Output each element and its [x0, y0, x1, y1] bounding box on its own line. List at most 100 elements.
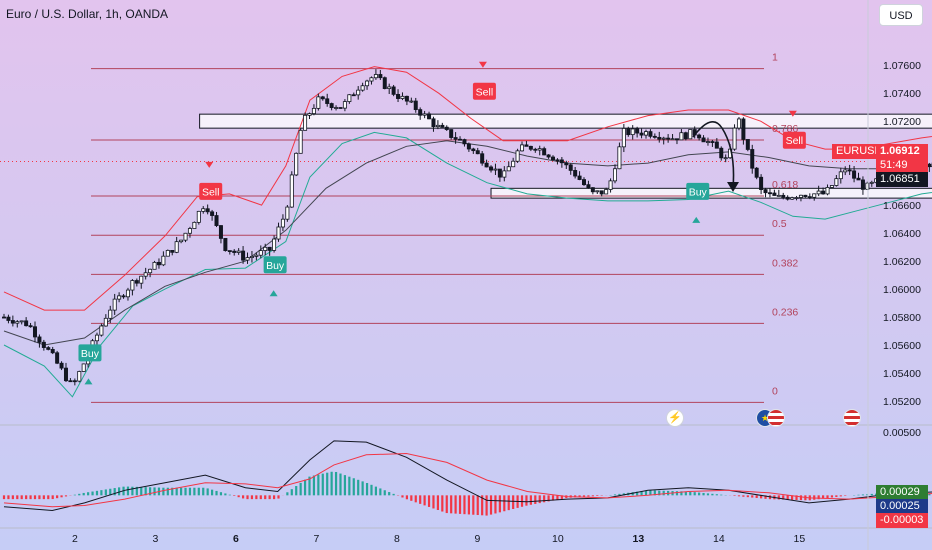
- candle-body: [196, 210, 201, 223]
- candle-body: [227, 250, 232, 252]
- candle-body: [493, 168, 498, 171]
- candle-body: [497, 168, 502, 178]
- candle-body: [697, 134, 702, 139]
- candle-body: [657, 136, 662, 140]
- candle-body: [511, 160, 516, 168]
- currency-button[interactable]: USD: [879, 4, 923, 26]
- candle-body: [192, 221, 197, 229]
- candle-body: [807, 196, 812, 199]
- candle-body: [564, 162, 569, 166]
- lightning-icon[interactable]: ⚡: [666, 409, 684, 427]
- us-flag-icon[interactable]: [843, 409, 861, 427]
- candle-body: [577, 175, 582, 180]
- candle-body: [745, 139, 750, 150]
- candle-body: [72, 380, 77, 383]
- candle-body: [396, 93, 401, 99]
- signal-badge: [199, 182, 223, 200]
- candle-body: [280, 218, 285, 228]
- candle-body: [453, 137, 458, 140]
- sell-signal: Sell: [199, 182, 223, 200]
- candle-body: [732, 127, 737, 150]
- candle-body: [161, 255, 166, 266]
- buy-triangle-marker: [84, 378, 93, 385]
- candle-body: [201, 208, 206, 212]
- us-flag-icon[interactable]: [767, 409, 785, 427]
- candle-body: [520, 144, 525, 152]
- candle-body: [276, 226, 281, 240]
- candle-body: [750, 149, 755, 169]
- macd-tag-line: 0.00025: [876, 499, 928, 514]
- candle-body: [41, 341, 46, 348]
- candle-body: [329, 103, 334, 109]
- candle-body: [590, 187, 595, 193]
- candle-body: [852, 170, 857, 179]
- candle-body: [856, 177, 861, 181]
- candle-body: [754, 167, 759, 178]
- candle-body: [528, 145, 533, 150]
- candle-body: [325, 98, 330, 104]
- fib-level-label: 0: [772, 385, 778, 397]
- candle-body: [462, 139, 467, 145]
- candle-body: [551, 156, 556, 161]
- signal-badge: [686, 182, 710, 200]
- candle-body: [183, 232, 188, 241]
- candle-body: [298, 129, 303, 154]
- macd-tag-hist: -0.00003: [876, 513, 928, 528]
- candle-body: [409, 100, 414, 103]
- candle-body: [812, 193, 817, 198]
- sr-zone: [199, 113, 932, 129]
- candle-body: [249, 255, 254, 258]
- candle-body: [404, 95, 409, 102]
- candle-body: [559, 159, 564, 164]
- candle-body: [241, 250, 246, 261]
- candle-body: [210, 211, 215, 216]
- time-tick-label: 15: [794, 533, 806, 545]
- candle-body: [542, 148, 547, 156]
- buy-signal: Buy: [78, 344, 102, 362]
- projection-arrow: [692, 120, 735, 189]
- buy-signal: Buy: [686, 182, 710, 200]
- candle-body: [103, 317, 108, 327]
- candle-body: [205, 208, 210, 213]
- time-tick-label: 13: [633, 533, 645, 545]
- candle-body: [843, 169, 848, 173]
- macd-line: [3, 440, 932, 512]
- candle-body: [573, 170, 578, 177]
- candle-body: [258, 250, 263, 256]
- macd-tick-label: 0.00500: [883, 427, 921, 439]
- candle-body: [860, 179, 865, 190]
- candle-body: [263, 246, 268, 251]
- candle-body: [81, 363, 86, 372]
- candle-body: [670, 138, 675, 141]
- fib-level-label: 1: [772, 52, 778, 64]
- candle-body: [382, 77, 387, 89]
- candle-body: [108, 309, 113, 319]
- candle-body: [334, 107, 339, 109]
- symbol-tag: EURUSD: [832, 144, 882, 159]
- candle-body: [307, 113, 312, 116]
- candle-body: [546, 154, 551, 158]
- candle-body: [458, 138, 463, 141]
- candle-body: [772, 192, 777, 196]
- candle-body: [829, 185, 834, 188]
- candle-body: [130, 280, 135, 291]
- candle-body: [612, 168, 617, 182]
- signal-badge: [263, 256, 287, 274]
- projection-arrow-head: [727, 182, 739, 192]
- candle-body: [466, 143, 471, 150]
- candle-body: [449, 129, 454, 138]
- time-tick-label: 7: [313, 533, 319, 545]
- price-tick-label: 1.05400: [883, 368, 921, 380]
- candle-body: [825, 187, 830, 195]
- signal-label: Sell: [476, 86, 494, 98]
- fib-level-label: 0.5: [772, 218, 787, 230]
- candle-body: [400, 95, 405, 99]
- chart-title: Euro / U.S. Dollar, 1h, OANDA: [6, 7, 169, 21]
- macd-signal-line: [3, 452, 932, 508]
- candle-body: [502, 170, 507, 178]
- candle-body: [422, 113, 427, 116]
- candle-body: [378, 74, 383, 79]
- candle-body: [342, 101, 347, 109]
- candle-body: [373, 74, 378, 79]
